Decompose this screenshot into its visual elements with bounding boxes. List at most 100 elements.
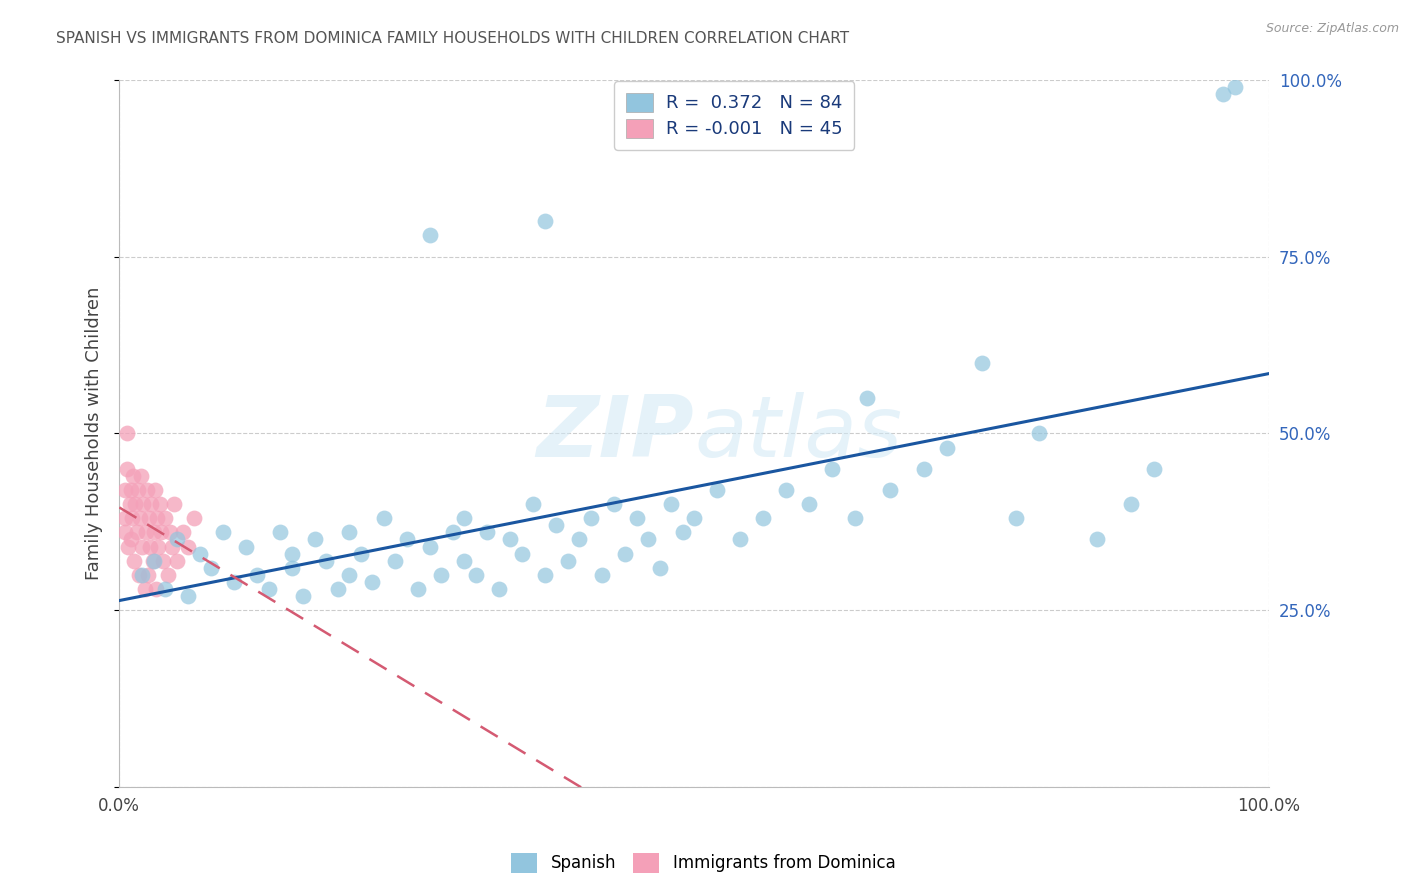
Point <box>648 560 671 574</box>
Point <box>441 525 464 540</box>
Point <box>118 497 141 511</box>
Point <box>122 554 145 568</box>
Point <box>155 511 177 525</box>
Point <box>136 567 159 582</box>
Point <box>122 468 145 483</box>
Point <box>706 483 728 497</box>
Point <box>134 582 156 596</box>
Point <box>114 511 136 525</box>
Point <box>145 582 167 596</box>
Point <box>131 540 153 554</box>
Point <box>533 567 555 582</box>
Text: ZIP: ZIP <box>537 392 695 475</box>
Point <box>128 567 150 582</box>
Point <box>464 567 486 582</box>
Point <box>135 525 157 540</box>
Point <box>188 547 211 561</box>
Point <box>280 547 302 561</box>
Point <box>127 483 149 497</box>
Point <box>1085 533 1108 547</box>
Point <box>568 533 591 547</box>
Point <box>235 540 257 554</box>
Point <box>163 497 186 511</box>
Point <box>477 525 499 540</box>
Point <box>1143 462 1166 476</box>
Point <box>728 533 751 547</box>
Point <box>200 560 222 574</box>
Point <box>160 540 183 554</box>
Point <box>557 554 579 568</box>
Point <box>453 511 475 525</box>
Point <box>683 511 706 525</box>
Point <box>149 525 172 540</box>
Point <box>135 483 157 497</box>
Point <box>373 511 395 525</box>
Point <box>117 540 139 554</box>
Point <box>120 533 142 547</box>
Point <box>337 567 360 582</box>
Point <box>522 497 544 511</box>
Point <box>143 483 166 497</box>
Point <box>142 554 165 568</box>
Point <box>166 554 188 568</box>
Point <box>117 426 139 441</box>
Point <box>510 547 533 561</box>
Point <box>246 567 269 582</box>
Point <box>304 533 326 547</box>
Point <box>138 511 160 525</box>
Point <box>533 214 555 228</box>
Point <box>114 483 136 497</box>
Point <box>146 511 169 525</box>
Point <box>614 547 637 561</box>
Point <box>879 483 901 497</box>
Point <box>361 574 384 589</box>
Point <box>384 554 406 568</box>
Point <box>626 511 648 525</box>
Point <box>659 497 682 511</box>
Point <box>844 511 866 525</box>
Point <box>1005 511 1028 525</box>
Point <box>139 540 162 554</box>
Point <box>1223 80 1246 95</box>
Point <box>1212 87 1234 102</box>
Legend: R =  0.372   N = 84, R = -0.001   N = 45: R = 0.372 N = 84, R = -0.001 N = 45 <box>614 81 855 150</box>
Point <box>752 511 775 525</box>
Point <box>419 228 441 243</box>
Point <box>821 462 844 476</box>
Point <box>211 525 233 540</box>
Point <box>156 567 179 582</box>
Point <box>337 525 360 540</box>
Point <box>970 356 993 370</box>
Point <box>912 462 935 476</box>
Point <box>936 441 959 455</box>
Point <box>166 533 188 547</box>
Text: Source: ZipAtlas.com: Source: ZipAtlas.com <box>1265 22 1399 36</box>
Point <box>637 533 659 547</box>
Point <box>124 497 146 511</box>
Point <box>280 560 302 574</box>
Point <box>591 567 613 582</box>
Point <box>315 554 337 568</box>
Point <box>148 540 170 554</box>
Point <box>152 554 174 568</box>
Point <box>672 525 695 540</box>
Point <box>499 533 522 547</box>
Point <box>114 525 136 540</box>
Point <box>224 574 246 589</box>
Point <box>142 525 165 540</box>
Point <box>141 497 163 511</box>
Point <box>488 582 510 596</box>
Point <box>350 547 373 561</box>
Point <box>132 497 155 511</box>
Point <box>148 497 170 511</box>
Point <box>453 554 475 568</box>
Point <box>292 589 315 603</box>
Point <box>579 511 602 525</box>
Point <box>121 511 143 525</box>
Legend: Spanish, Immigrants from Dominica: Spanish, Immigrants from Dominica <box>503 847 903 880</box>
Point <box>395 533 418 547</box>
Point <box>546 518 568 533</box>
Point <box>117 462 139 476</box>
Text: SPANISH VS IMMIGRANTS FROM DOMINICA FAMILY HOUSEHOLDS WITH CHILDREN CORRELATION : SPANISH VS IMMIGRANTS FROM DOMINICA FAMI… <box>56 31 849 46</box>
Point <box>129 468 152 483</box>
